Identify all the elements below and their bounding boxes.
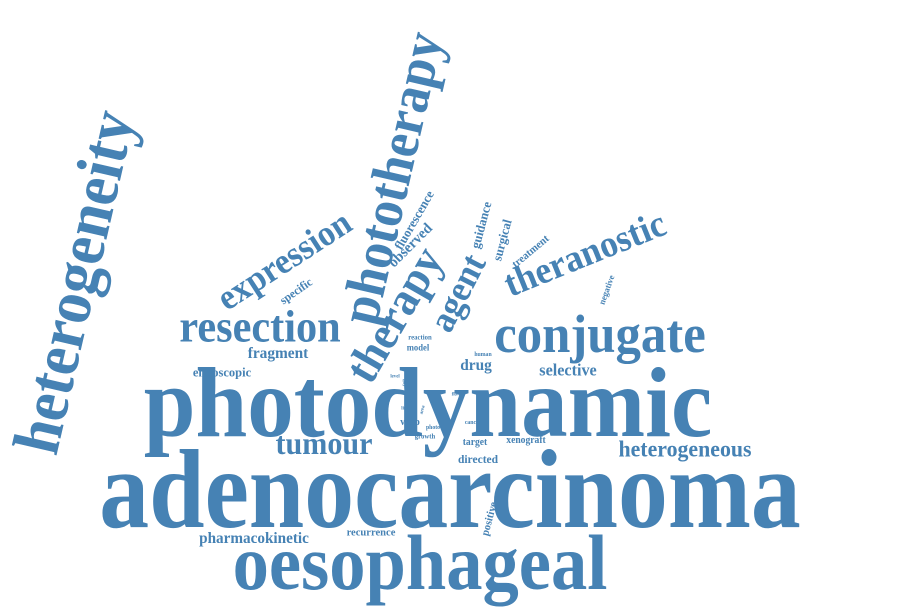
word-xenograft: xenograft [506,435,546,446]
word-reaction: reaction [408,333,432,342]
word-fragment: fragment [247,345,309,362]
word-flow: flow [451,392,461,398]
word-model: model [406,342,430,353]
word-level: level [390,374,400,380]
word-vitro: vitro [400,417,420,428]
word-adenocarcinoma: adenocarcinoma [99,428,801,552]
word-drug: drug [460,357,492,374]
word-endoscopic: endoscopic [192,364,252,380]
word-surgical: surgical [489,217,515,263]
word-recurrence: recurrence [346,526,396,539]
word-cancer: cancer [464,420,482,426]
word-conjugate: conjugate [494,304,706,364]
word-target: target [462,437,488,448]
word-tumour: tumour [275,425,373,461]
word-pharmacokinetic: pharmacokinetic [199,530,309,547]
word-human: human [474,352,492,358]
word-directed: directed [457,452,499,466]
word-negative: negative [596,273,617,306]
word-growth: growth [414,432,436,441]
word-heterogeneous: heterogeneous [618,436,752,462]
word-line: line [401,406,409,412]
word-selective: selective [539,360,597,380]
word-guidance: guidance [467,199,495,251]
word-oesophageal: oesophageal [232,519,608,606]
word-heterogeneity: heterogeneity [0,103,150,461]
word-photodynamic: photodynamic [143,347,713,458]
word-resection: resection [179,301,341,352]
word-photo: photo [425,425,441,431]
